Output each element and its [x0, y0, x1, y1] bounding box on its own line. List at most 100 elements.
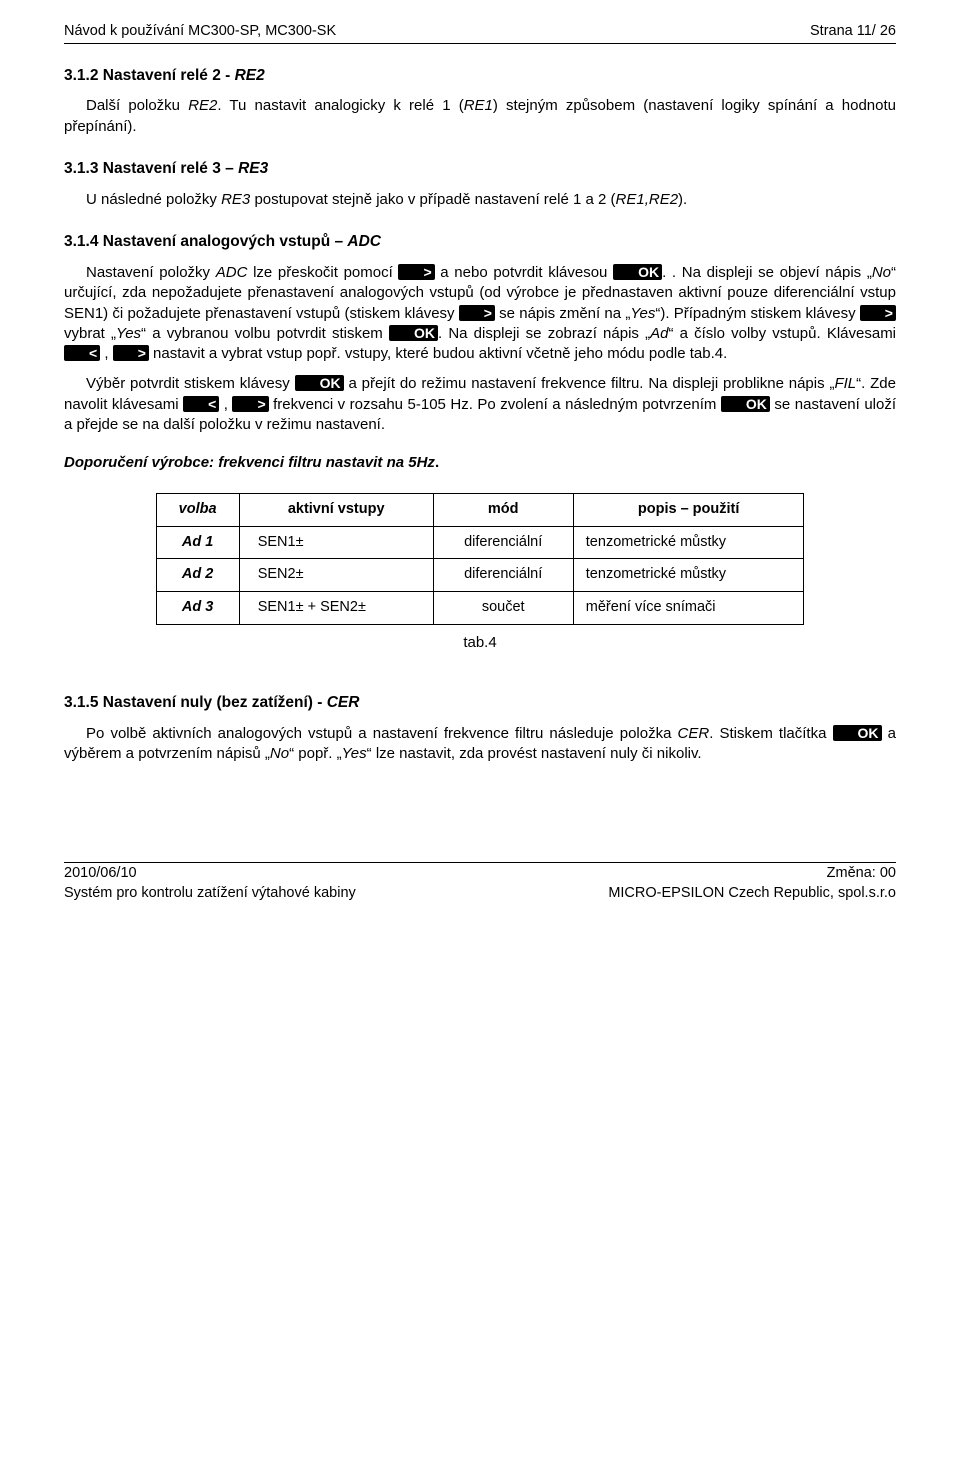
header-left: Návod k používání MC300-SP, MC300-SK	[64, 22, 336, 42]
heading-3-1-2: 3.1.2 Nastavení relé 2 - RE2	[64, 66, 896, 87]
text: . Stiskem tlačítka	[709, 725, 832, 742]
footer-company: MICRO-EPSILON Czech Republic, spol.s.r.o	[608, 884, 896, 904]
footer-row-1: 2010/06/10 Změna: 00	[64, 862, 896, 884]
text-italic: Yes	[630, 305, 655, 322]
cell: tenzometrické můstky	[573, 526, 804, 559]
text: se nápis změní na „	[495, 305, 630, 322]
heading-text: 3.1.4 Nastavení analogových vstupů –	[64, 233, 347, 250]
text-italic: RE3	[221, 191, 250, 208]
recommendation: Doporučení výrobce: frekvenci filtru nas…	[64, 453, 896, 473]
table-caption: tab.4	[64, 633, 896, 653]
text: “). Případným stiskem klávesy	[655, 305, 859, 322]
paragraph: Další položku RE2. Tu nastavit analogick…	[64, 96, 896, 137]
key-left-icon: <	[64, 345, 100, 361]
text: U následné položky	[86, 191, 221, 208]
text-italic-bold: Doporučení výrobce: frekvenci filtru nas…	[64, 454, 435, 471]
text: frekvenci v rozsahu 5-105 Hz. Po zvolení…	[269, 396, 721, 413]
cell: Ad 2	[156, 559, 239, 592]
heading-text: 3.1.2 Nastavení relé 2 -	[64, 67, 235, 84]
heading-text: 3.1.3 Nastavení relé 3 –	[64, 160, 238, 177]
key-right-icon: >	[860, 305, 896, 321]
text: . Tu nastavit analogicky k relé 1 (	[217, 97, 463, 114]
col-volba: volba	[156, 494, 239, 527]
text: Výběr potvrdit stiskem klávesy	[86, 375, 295, 392]
col-popis: popis – použití	[573, 494, 804, 527]
text: Nastavení položky	[86, 264, 216, 281]
header-right: Strana 11/ 26	[810, 22, 896, 42]
text-italic: RE1	[464, 97, 493, 114]
key-left-icon: <	[183, 396, 219, 412]
heading-text: 3.1.5 Nastavení nuly (bez zatížení) -	[64, 694, 327, 711]
footer-date: 2010/06/10	[64, 864, 137, 884]
key-right-icon: >	[113, 345, 149, 361]
text: ,	[100, 345, 113, 362]
heading-italic: ADC	[347, 233, 381, 250]
key-ok-icon: OK	[721, 396, 770, 412]
text: “ a vybranou volbu potvrdit stiskem	[141, 325, 389, 342]
page-footer: 2010/06/10 Změna: 00 Systém pro kontrolu…	[64, 862, 896, 903]
text: a nebo potvrdit klávesou	[435, 264, 613, 281]
text-italic: RE2	[188, 97, 217, 114]
text: a přejít do režimu nastavení frekvence f…	[344, 375, 835, 392]
text: nastavit a vybrat vstup popř. vstupy, kt…	[149, 345, 727, 362]
paragraph: Po volbě aktivních analogových vstupů a …	[64, 724, 896, 765]
text: .	[435, 454, 439, 471]
cell: SEN1± + SEN2±	[239, 592, 433, 625]
cell: součet	[433, 592, 573, 625]
heading-3-1-3: 3.1.3 Nastavení relé 3 – RE3	[64, 159, 896, 180]
table-header-row: volba aktivní vstupy mód popis – použití	[156, 494, 804, 527]
table-row: Ad 2 SEN2± diferenciální tenzometrické m…	[156, 559, 804, 592]
paragraph: Nastavení položky ADC lze přeskočit pomo…	[64, 263, 896, 364]
key-right-icon: >	[459, 305, 495, 321]
text-italic: Ad	[650, 325, 668, 342]
cell: SEN1±	[239, 526, 433, 559]
text: ).	[678, 191, 687, 208]
key-ok-icon: OK	[389, 325, 438, 341]
cell: měření více snímači	[573, 592, 804, 625]
page-header: Návod k používání MC300-SP, MC300-SK Str…	[64, 22, 896, 44]
text-italic: No	[270, 745, 289, 762]
paragraph: U následné položky RE3 postupovat stejně…	[64, 190, 896, 210]
col-mod: mód	[433, 494, 573, 527]
heading-3-1-4: 3.1.4 Nastavení analogových vstupů – ADC	[64, 232, 896, 253]
text: “ a číslo volby vstupů. Klávesami	[668, 325, 896, 342]
heading-italic: CER	[327, 694, 360, 711]
text-italic: Yes	[342, 745, 367, 762]
cell: diferenciální	[433, 559, 573, 592]
text-italic: FIL	[834, 375, 856, 392]
cell: Ad 1	[156, 526, 239, 559]
heading-3-1-5: 3.1.5 Nastavení nuly (bez zatížení) - CE…	[64, 693, 896, 714]
paragraph: Výběr potvrdit stiskem klávesy OK a přej…	[64, 374, 896, 435]
adc-inputs-table: volba aktivní vstupy mód popis – použití…	[156, 493, 805, 624]
footer-revision: Změna: 00	[827, 864, 896, 884]
text-italic: ADC	[216, 264, 248, 281]
key-right-icon: >	[232, 396, 268, 412]
cell: diferenciální	[433, 526, 573, 559]
text: lze přeskočit pomocí	[247, 264, 398, 281]
text: vybrat „	[64, 325, 116, 342]
text-italic: CER	[678, 725, 710, 742]
key-ok-icon: OK	[833, 725, 882, 741]
key-ok-icon: OK	[613, 264, 662, 280]
cell: tenzometrické můstky	[573, 559, 804, 592]
footer-system: Systém pro kontrolu zatížení výtahové ka…	[64, 884, 356, 904]
text: Další položku	[86, 97, 188, 114]
text-italic: Yes	[116, 325, 141, 342]
key-right-icon: >	[398, 264, 434, 280]
text-italic: No	[872, 264, 891, 281]
text: postupovat stejně jako v případě nastave…	[250, 191, 615, 208]
document-page: Návod k používání MC300-SP, MC300-SK Str…	[0, 0, 960, 925]
col-aktivni-vstupy: aktivní vstupy	[239, 494, 433, 527]
table-row: Ad 3 SEN1± + SEN2± součet měření více sn…	[156, 592, 804, 625]
text-italic: RE1,RE2	[616, 191, 679, 208]
text: “ lze nastavit, zda provést nastavení nu…	[367, 745, 702, 762]
cell: Ad 3	[156, 592, 239, 625]
text: . . Na displeji se objeví nápis „	[662, 264, 872, 281]
text: . Na displeji se zobrazí nápis „	[438, 325, 650, 342]
table-row: Ad 1 SEN1± diferenciální tenzometrické m…	[156, 526, 804, 559]
text: ,	[219, 396, 232, 413]
text: “ popř. „	[289, 745, 342, 762]
heading-italic: RE3	[238, 160, 268, 177]
key-ok-icon: OK	[295, 375, 344, 391]
cell: SEN2±	[239, 559, 433, 592]
